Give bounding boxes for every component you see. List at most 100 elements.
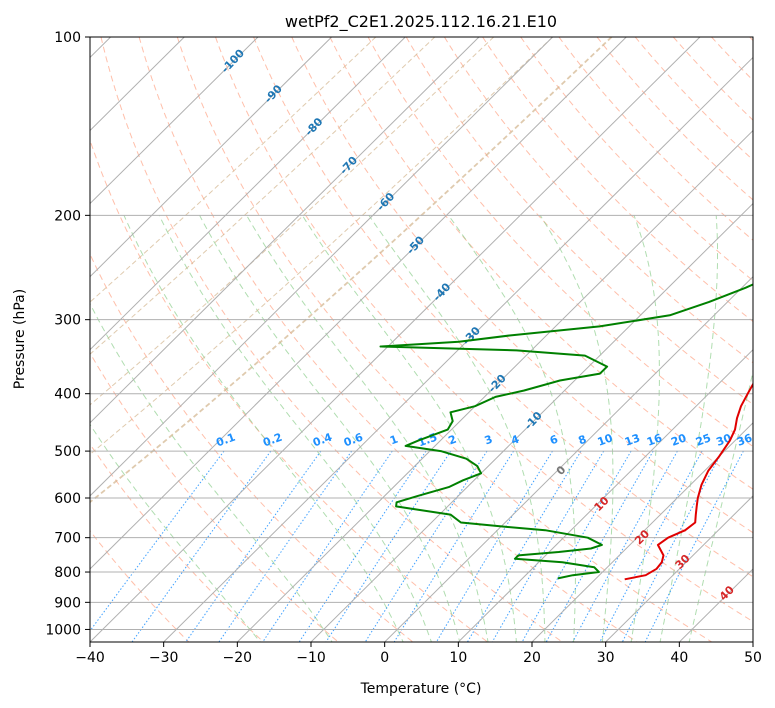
- isotherm-line: [90, 37, 627, 570]
- dry-adiabat-line: [138, 37, 638, 642]
- mixing-ratio-label: 0.4: [311, 430, 334, 449]
- moist-adiabat-label: 20: [632, 527, 652, 547]
- dry-adiabat-line: [90, 138, 489, 642]
- dry-adiabat-line: [405, 37, 753, 405]
- temperature-line: [624, 382, 753, 581]
- axes: −40 −30 −20 −10 0 10 20 30 40 5010020030040050060…: [45, 30, 762, 666]
- dry-adiabat-line: [367, 37, 753, 448]
- moist-adiabat-line: [199, 215, 461, 642]
- tan-adiabat-line: [90, 37, 377, 303]
- moist-adiabat-line: [90, 423, 261, 642]
- dry-adiabat-line: [520, 37, 753, 282]
- y-axis-label: Pressure (hPa): [12, 289, 28, 389]
- mixing-ratio-line: [325, 450, 452, 642]
- x-tick-label: 0: [380, 650, 389, 666]
- isotherm-line: [236, 129, 753, 642]
- moist-adiabat-line: [90, 302, 333, 642]
- mixing-ratio-line: [521, 450, 632, 642]
- isotherm-line: [310, 202, 753, 642]
- mixing-ratio-line: [621, 450, 724, 642]
- dry-adiabat-line: [176, 37, 713, 642]
- reference-line-labels: -100-90-80-70-60-50-40-30-20-100.1 0.2 0.4…: [214, 46, 754, 603]
- moist-adiabat-line: [158, 215, 432, 642]
- dry-adiabat-line: [215, 37, 753, 623]
- isotherm-line: [90, 37, 480, 424]
- moist-adiabat-line: [246, 215, 489, 642]
- dry-adiabat-line: [90, 443, 265, 642]
- isotherm-line: [90, 37, 406, 351]
- mixing-ratio-label: 25: [694, 431, 713, 448]
- dry-adiabat-line: [291, 37, 753, 534]
- y-tick-label: 100: [54, 30, 81, 46]
- dry-adiabat-line: [443, 37, 753, 364]
- dry-adiabat-line: [329, 37, 753, 490]
- dry-adiabat-line: [253, 37, 753, 578]
- isotherm-line: [531, 422, 753, 642]
- x-tick-label: 10: [449, 650, 467, 666]
- moist-adiabat-line: [123, 215, 404, 642]
- y-tick-label: 600: [54, 491, 81, 507]
- x-tick-label: 50: [744, 650, 762, 666]
- mixing-ratio-label: 30: [714, 431, 733, 449]
- dry-adiabat-line: [634, 37, 753, 161]
- dry-adiabat-line: [90, 352, 339, 642]
- mixing-ratio-line: [218, 450, 353, 642]
- tan-adiabat-line: [90, 37, 553, 455]
- dry-adiabat-line: [90, 253, 414, 642]
- mixing-ratio-label: 6: [548, 433, 560, 448]
- isotherm-line: [383, 275, 753, 642]
- mixing-ratio-label: 20: [669, 431, 688, 449]
- dry-adiabat-line: [558, 37, 753, 241]
- x-tick-label: −10: [296, 650, 326, 666]
- y-tick-label: 200: [54, 208, 81, 224]
- x-tick-label: −30: [149, 650, 179, 666]
- isotherm-line: [604, 495, 753, 642]
- dry-adiabat-line: [100, 37, 564, 642]
- mixing-ratio-label: 36: [735, 431, 754, 449]
- mixing-ratio-line: [131, 450, 272, 642]
- mixing-ratio-line: [466, 450, 582, 642]
- mixing-ratio-label: 16: [645, 431, 664, 449]
- mixing-ratio-label: 2: [447, 433, 459, 448]
- tan-adiabat-line: [90, 37, 495, 406]
- mixing-ratio-line: [90, 450, 225, 632]
- isotherm-line: [162, 56, 753, 642]
- mixing-ratio-label: 4: [509, 433, 521, 448]
- chart-title: wetPf2_C2E1.2025.112.16.21.E10: [285, 12, 557, 32]
- moist-adiabat-line: [448, 215, 576, 642]
- dry-adiabat-line: [711, 37, 753, 81]
- y-tick-label: 700: [54, 531, 81, 547]
- mixing-ratio-line: [262, 450, 393, 642]
- y-tick-label: 800: [54, 565, 81, 581]
- mixing-ratio-label: 0.6: [342, 430, 365, 449]
- y-tick-label: 1000: [45, 622, 81, 638]
- x-tick-label: 20: [523, 650, 541, 666]
- y-tick-label: 300: [54, 313, 81, 329]
- x-tick-label: −40: [75, 650, 105, 666]
- x-tick-label: 30: [597, 650, 615, 666]
- isotherm-line: [90, 37, 553, 497]
- y-tick-label: 900: [54, 595, 81, 611]
- mixing-ratio-line: [435, 450, 553, 642]
- mixing-ratio-label: 0.1: [214, 431, 237, 450]
- y-tick-label: 400: [54, 387, 81, 403]
- mixing-ratio-label: 8: [577, 433, 589, 448]
- moist-adiabat-line: [301, 215, 518, 642]
- x-axis-label: Temperature (°C): [360, 681, 482, 697]
- x-tick-label: 40: [670, 650, 688, 666]
- dry-adiabat-line: [90, 530, 190, 642]
- x-tick-label: −20: [223, 650, 253, 666]
- isotherm-line: [90, 37, 332, 278]
- sounding-series: [379, 283, 753, 581]
- tan-adiabat-line: [90, 37, 436, 355]
- moist-adiabat-line: [539, 215, 614, 642]
- moist-adiabat-label: 40: [717, 583, 737, 603]
- isotherm-label: -100: [219, 46, 248, 75]
- isotherm-line: [90, 37, 259, 205]
- mixing-ratio-label: 3: [483, 433, 495, 448]
- isotherm-line: [752, 641, 753, 642]
- y-tick-label: 500: [54, 444, 81, 460]
- plot-frame: [89, 36, 754, 643]
- moist-adiabat-label: 30: [673, 552, 693, 572]
- grid-lines: [90, 37, 753, 642]
